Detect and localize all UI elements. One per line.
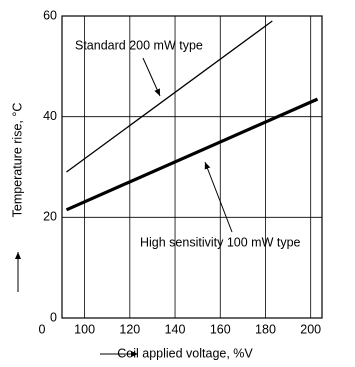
plot-frame: [61, 15, 323, 319]
annotation-arrow: [204, 161, 233, 233]
annotation: Standard 200 mW type: [75, 38, 203, 52]
x-tick-label: 180: [255, 322, 276, 336]
y-axis-label: Temperature rise, °C: [10, 103, 24, 218]
y-tick-label: 40: [43, 109, 57, 123]
x-tick-label: 140: [165, 322, 186, 336]
x-tick-label: 160: [210, 322, 231, 336]
y-tick-label: 20: [43, 210, 57, 224]
x-tick-label: 120: [119, 322, 140, 336]
y-tick-label: 0: [50, 310, 57, 324]
data-line: [66, 20, 273, 173]
x-tick-label: 200: [300, 322, 321, 336]
annotation-arrow: [142, 57, 161, 97]
annotation: High sensitivity 100 mW type: [140, 235, 301, 249]
x-tick-label: 0: [39, 322, 46, 336]
x-tick-label: 100: [74, 322, 95, 336]
x-axis-label: Coil applied voltage, %V: [117, 346, 253, 360]
y-tick-label: 60: [43, 8, 57, 22]
data-line: [65, 97, 319, 212]
